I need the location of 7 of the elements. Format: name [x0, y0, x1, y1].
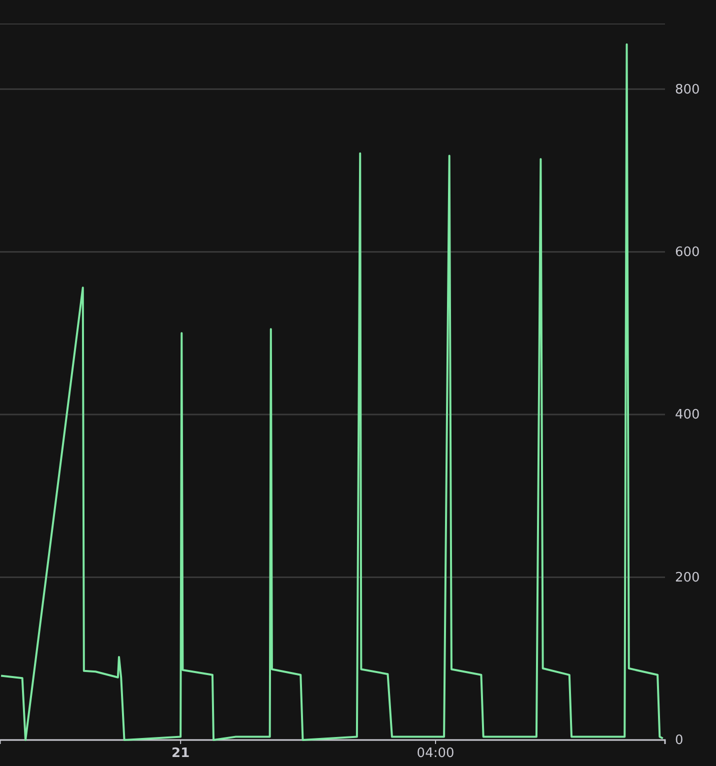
- y-tick-label: 800: [675, 82, 700, 98]
- y-tick-label: 600: [675, 244, 700, 260]
- y-tick-label: 400: [675, 408, 700, 423]
- x-tick-label: 21: [172, 746, 190, 762]
- y-tick-label: 200: [675, 570, 700, 586]
- x-tick-label: 04:00: [416, 746, 454, 762]
- y-tick-label: 0: [675, 733, 684, 748]
